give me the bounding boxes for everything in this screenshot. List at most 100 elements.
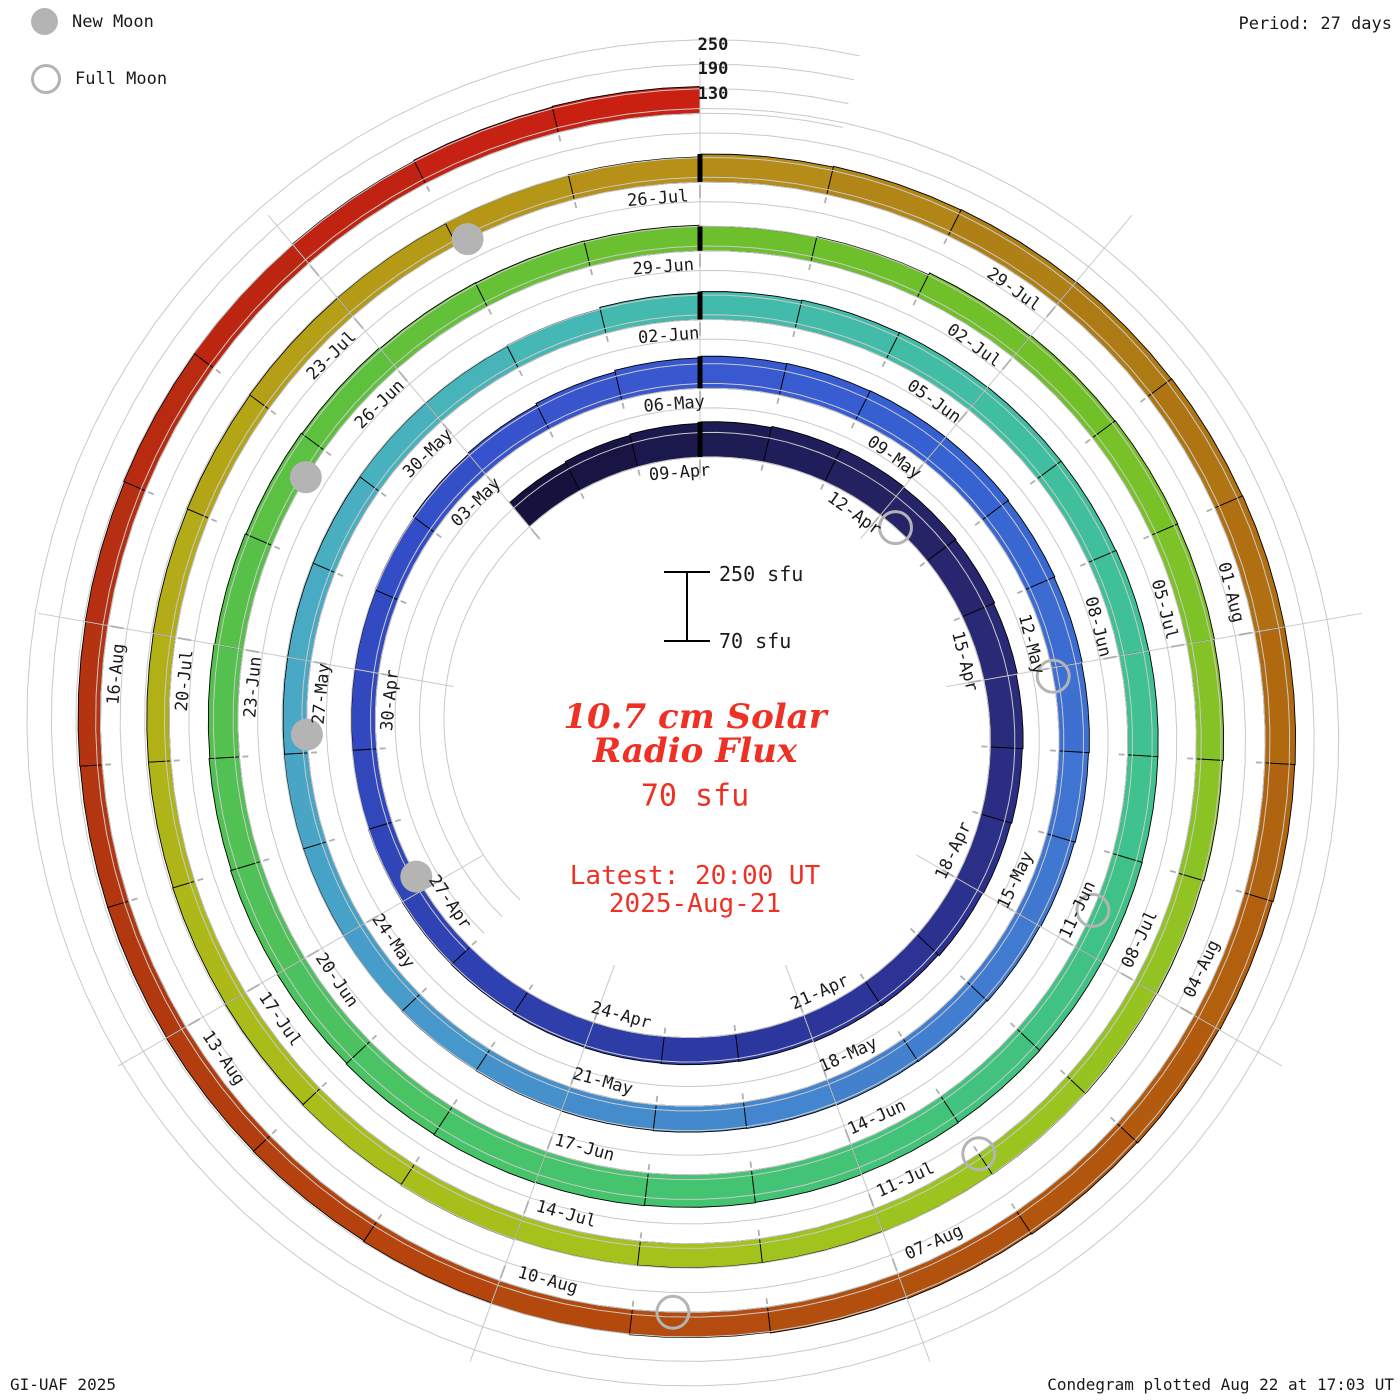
baseline-tick <box>398 370 408 382</box>
flux-bar <box>450 946 529 1015</box>
baseline-tick <box>1061 937 1074 946</box>
baseline-tick <box>270 409 277 415</box>
baseline-tick <box>415 1156 421 1163</box>
radial-scale-130: 130 <box>697 84 729 104</box>
baseline-tick <box>247 983 260 992</box>
flux-bar <box>345 1040 453 1136</box>
legend-new-moon: New Moon <box>31 8 154 35</box>
full-moon-icon <box>31 64 61 94</box>
date-label: 06-May <box>643 392 706 417</box>
baseline-tick <box>518 370 523 377</box>
baseline-tick <box>1084 438 1091 444</box>
baseline-tick <box>1206 508 1213 513</box>
new-moon-marker <box>451 223 484 256</box>
full-moon-marker <box>961 1136 997 1172</box>
baseline-tick <box>819 483 825 490</box>
baseline-tick <box>530 528 541 540</box>
flux-bar <box>84 481 146 627</box>
full-moon-marker <box>655 1294 691 1330</box>
legend-full-moon: Full Moon <box>31 64 167 94</box>
baseline-tick <box>972 810 979 815</box>
baseline-tick <box>1169 869 1176 874</box>
flux-bar <box>628 1306 771 1338</box>
date-label: 02-Jun <box>637 323 700 348</box>
baseline-tick <box>1143 535 1150 540</box>
baseline-tick <box>528 984 534 991</box>
flux-bar <box>794 299 901 360</box>
flux-bar <box>583 1021 665 1064</box>
gridline-layer <box>26 39 1362 1387</box>
date-label: 29-Jun <box>632 255 695 280</box>
baseline-tick <box>380 492 387 498</box>
flux-gridline-spiral <box>50 63 1315 1362</box>
baseline-tick <box>589 268 593 276</box>
flux-bar <box>1036 460 1117 563</box>
baseline-tick <box>776 397 780 404</box>
baseline-tick <box>909 927 916 934</box>
flux-bar <box>864 934 939 1007</box>
baseline-tick <box>471 940 478 946</box>
radial-gridline <box>946 612 1362 688</box>
baseline-tick <box>1046 306 1056 318</box>
flux-bar <box>699 225 818 262</box>
flux-bar <box>350 668 379 751</box>
flux-bar <box>146 633 176 763</box>
baseline-tick <box>593 1007 600 1020</box>
flux-bar <box>362 1221 501 1304</box>
baseline-tick <box>1079 562 1087 567</box>
flux-bar <box>1116 1014 1220 1144</box>
baseline-tick <box>1238 631 1252 636</box>
flux-bar <box>312 476 380 574</box>
credit-label: GI-UAF 2025 <box>10 1375 116 1394</box>
baseline-tick <box>245 649 260 654</box>
radial-scale-250: 250 <box>697 35 729 55</box>
flux-bar <box>379 282 488 370</box>
baseline-tick <box>943 238 948 245</box>
flux-bar <box>1016 946 1103 1051</box>
flux-bar <box>1178 758 1224 882</box>
baseline-tick <box>1120 972 1133 981</box>
baseline-tick <box>549 431 554 438</box>
baseline-tick <box>306 949 320 958</box>
chart-title-line2: Radio Flux <box>592 731 798 771</box>
baseline-tick <box>377 1213 383 1220</box>
flux-bar <box>336 222 457 317</box>
baseline-tick <box>110 625 124 630</box>
baseline-tick <box>912 299 917 306</box>
baseline-tick <box>274 545 281 550</box>
baseline-tick <box>313 661 327 666</box>
baseline-tick <box>1001 358 1012 370</box>
flux-bar <box>512 991 595 1048</box>
date-label: 16-Aug <box>103 643 129 706</box>
baseline-tick <box>868 1193 875 1207</box>
flux-bar <box>147 760 196 889</box>
baseline-tick <box>499 1265 506 1279</box>
baseline-tick <box>957 411 968 423</box>
baseline-tick <box>631 1300 635 1307</box>
flux-bar <box>508 462 581 528</box>
moon-layer <box>289 223 1111 1330</box>
baseline-tick <box>797 999 804 1013</box>
flux-bar <box>778 362 871 421</box>
baseline-tick <box>1029 479 1036 485</box>
baseline-tick <box>381 672 395 677</box>
baseline-tick <box>913 464 924 476</box>
baseline-tick <box>637 469 641 476</box>
flux-gridline-spiral <box>99 112 1266 1313</box>
baseline-tick <box>442 423 453 435</box>
baseline-tick <box>959 975 966 981</box>
baseline-tick <box>197 877 204 882</box>
new-moon-marker <box>290 718 323 751</box>
baseline-tick <box>1038 830 1045 834</box>
baseline-tick <box>749 1161 753 1168</box>
baseline-tick <box>1139 397 1146 403</box>
tick-layer <box>105 135 1262 1307</box>
flux-bar <box>400 1163 524 1241</box>
baseline-tick <box>974 520 981 526</box>
full-moon-marker <box>878 510 913 546</box>
baseline-tick <box>1010 1203 1016 1210</box>
flux-bar <box>735 1014 814 1062</box>
flux-bar <box>123 353 215 492</box>
baseline-tick <box>580 492 585 500</box>
